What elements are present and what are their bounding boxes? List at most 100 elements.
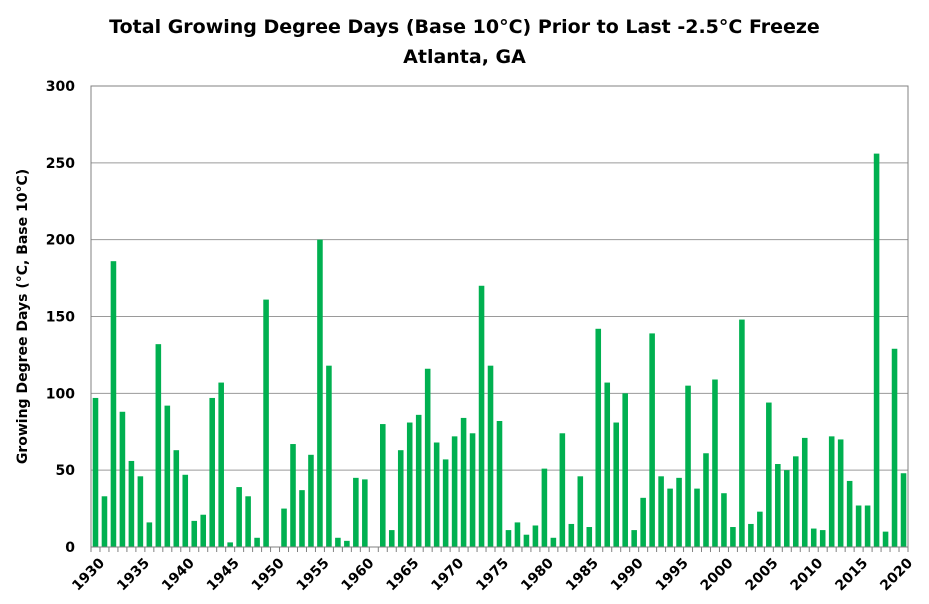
bar bbox=[146, 522, 153, 547]
chart-title: Total Growing Degree Days (Base 10°C) Pr… bbox=[109, 16, 820, 38]
bar bbox=[308, 454, 314, 547]
bar bbox=[388, 530, 395, 547]
bar bbox=[604, 382, 611, 547]
x-tick-label: 1930 bbox=[69, 555, 108, 594]
bar bbox=[873, 153, 880, 547]
bar bbox=[577, 476, 584, 547]
y-tick-label: 300 bbox=[46, 79, 75, 95]
bar bbox=[739, 319, 745, 547]
bar bbox=[828, 436, 835, 547]
bar bbox=[559, 433, 566, 547]
bar bbox=[406, 422, 413, 547]
bar bbox=[110, 261, 117, 547]
x-tick-label: 1970 bbox=[428, 555, 467, 594]
bar bbox=[658, 476, 664, 547]
bar bbox=[891, 348, 898, 547]
bar bbox=[550, 537, 557, 547]
x-tick-label: 2015 bbox=[832, 555, 871, 594]
bar bbox=[442, 459, 449, 547]
x-tick-label: 1945 bbox=[204, 555, 243, 594]
y-axis-label: Growing Degree Days (°C, Base 10°C) bbox=[15, 169, 31, 464]
bar bbox=[505, 530, 512, 547]
bar bbox=[622, 393, 628, 547]
bar bbox=[640, 497, 646, 547]
bar bbox=[703, 453, 709, 547]
bar bbox=[514, 522, 521, 547]
bar bbox=[541, 468, 548, 547]
bar bbox=[128, 460, 135, 547]
bar bbox=[415, 414, 422, 547]
bar bbox=[344, 540, 350, 547]
bar bbox=[810, 528, 817, 547]
bar bbox=[595, 328, 602, 547]
bar bbox=[586, 527, 593, 547]
bar bbox=[245, 496, 251, 547]
bar bbox=[362, 479, 368, 547]
x-tick-label: 2010 bbox=[787, 555, 826, 594]
bar bbox=[532, 525, 539, 547]
bar bbox=[209, 397, 215, 547]
bar bbox=[101, 496, 108, 547]
plot-frame bbox=[90, 85, 909, 548]
bar bbox=[496, 420, 503, 547]
bar bbox=[900, 473, 907, 547]
x-tick-label: 2020 bbox=[877, 555, 916, 594]
x-tick-label: 1940 bbox=[159, 555, 198, 594]
x-tick-label: 1955 bbox=[294, 555, 333, 594]
bar bbox=[137, 476, 144, 547]
y-tick-label: 150 bbox=[46, 310, 75, 326]
x-tick-label: 1965 bbox=[383, 555, 422, 594]
bar bbox=[748, 523, 754, 547]
bar bbox=[191, 520, 198, 547]
bar bbox=[236, 487, 242, 547]
x-tick-label: 1935 bbox=[114, 555, 153, 594]
y-tick-label: 250 bbox=[46, 156, 75, 172]
x-tick-label: 1980 bbox=[518, 555, 557, 594]
bar bbox=[326, 365, 332, 547]
bar bbox=[317, 239, 323, 547]
bar bbox=[281, 508, 287, 547]
bar bbox=[784, 470, 790, 547]
x-tick-label: 2005 bbox=[743, 555, 782, 594]
x-tick-label: 1995 bbox=[653, 555, 692, 594]
x-tick-label: 2000 bbox=[698, 555, 737, 594]
chart-subtitle: Atlanta, GA bbox=[403, 46, 526, 68]
bar bbox=[721, 493, 727, 547]
bar bbox=[335, 537, 341, 547]
bar bbox=[218, 382, 224, 547]
bar bbox=[254, 537, 260, 547]
x-tick-label: 1975 bbox=[473, 555, 512, 594]
bar bbox=[380, 424, 386, 547]
x-tick-label: 1950 bbox=[249, 555, 288, 594]
y-tick-label: 50 bbox=[56, 463, 76, 479]
bar bbox=[397, 450, 404, 547]
bar bbox=[837, 439, 844, 547]
bar bbox=[846, 480, 853, 547]
bar bbox=[667, 488, 673, 547]
bar bbox=[469, 433, 476, 547]
bar bbox=[792, 456, 799, 547]
bar bbox=[882, 531, 889, 547]
bar bbox=[155, 344, 162, 547]
bar bbox=[685, 385, 691, 547]
x-tick-label: 1960 bbox=[339, 555, 378, 594]
bar bbox=[460, 417, 467, 547]
bar bbox=[182, 474, 189, 547]
bar bbox=[290, 444, 296, 547]
bar bbox=[649, 333, 655, 547]
x-tick-label: 1990 bbox=[608, 555, 647, 594]
bar bbox=[694, 488, 700, 547]
bar bbox=[173, 450, 180, 547]
bar bbox=[730, 527, 736, 547]
bar bbox=[200, 514, 207, 547]
bar bbox=[676, 477, 682, 547]
bar bbox=[523, 534, 530, 547]
x-tick-label: 1985 bbox=[563, 555, 602, 594]
bar bbox=[119, 411, 126, 547]
bar bbox=[712, 379, 718, 547]
bar bbox=[757, 511, 763, 547]
bar bbox=[775, 464, 781, 547]
bar bbox=[433, 442, 440, 547]
